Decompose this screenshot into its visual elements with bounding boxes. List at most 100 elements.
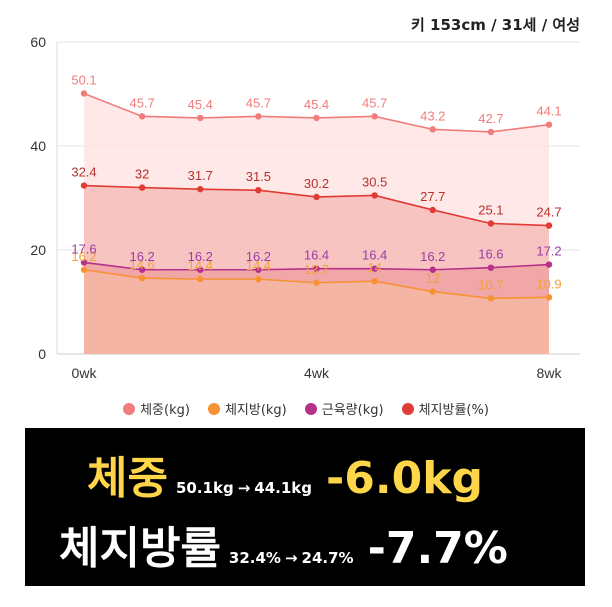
y-tick-label: 60 — [30, 34, 46, 50]
x-tick-label: 0wk — [72, 365, 98, 381]
data-label: 45.4 — [304, 97, 329, 112]
data-point — [313, 193, 320, 201]
data-label: 14.6 — [129, 257, 154, 272]
data-point — [80, 259, 88, 266]
legend-swatch-muscle — [304, 402, 317, 415]
data-label: 31.5 — [246, 169, 271, 184]
data-label: 45.4 — [188, 97, 213, 112]
data-label: 16.2 — [71, 249, 96, 264]
data-label: 16.2 — [129, 249, 154, 264]
data-label: 17.6 — [71, 241, 96, 256]
data-label: 45.7 — [246, 95, 271, 110]
data-label: 16.2 — [420, 249, 445, 264]
data-point — [313, 265, 320, 272]
data-point — [545, 261, 553, 268]
data-point — [487, 264, 495, 271]
data-label: 10.7 — [478, 277, 503, 292]
data-point — [80, 266, 88, 273]
arrow-icon: → — [284, 549, 298, 567]
data-label: 17.2 — [536, 244, 561, 259]
data-point — [255, 113, 262, 120]
data-label: 14.4 — [246, 258, 271, 273]
summary-fat-rate-label: 체지방률 — [59, 523, 221, 574]
legend-label: 근육량(kg) — [321, 403, 384, 418]
y-tick-label: 0 — [38, 346, 46, 362]
summary-weight-change: 50.1kg → 44.1kg — [176, 479, 312, 497]
data-label: 16.4 — [304, 248, 329, 263]
profile-info: 키 153cm / 31세 / 여성 — [411, 16, 580, 34]
summary-panel: 체중 50.1kg → 44.1kg -6.0kg 체지방률 32.4% → 24.7%… — [25, 428, 585, 586]
data-point — [487, 295, 495, 302]
data-label: 32 — [135, 167, 149, 182]
data-point — [255, 187, 262, 194]
summary-fat-rate-delta: -7.7% — [367, 523, 508, 574]
data-point — [197, 275, 204, 283]
data-label: 14 — [367, 260, 381, 275]
data-label: 30.2 — [304, 176, 329, 191]
summary-weight-to: 44.1kg — [254, 479, 313, 497]
data-point — [429, 288, 436, 295]
legend-label: 체중(kg) — [140, 403, 190, 418]
data-label: 45.7 — [362, 95, 387, 110]
summary-weight-delta: -6.0kg — [326, 453, 483, 504]
arrow-icon: → — [237, 479, 251, 497]
y-tick-label: 20 — [30, 242, 46, 258]
summary-fat-rate-change: 32.4% → 24.7% — [229, 549, 354, 567]
summary-fat-rate-to: 24.7% — [301, 549, 354, 567]
data-point — [371, 113, 378, 120]
summary-weight-from: 50.1kg — [175, 479, 234, 497]
data-point — [545, 121, 553, 128]
data-label: 12 — [426, 271, 440, 286]
data-labels: 50.1 45.7 45.4 45.7 45.4 45.7 43.2 42.7 44.1 16.2… — [71, 72, 561, 292]
data-point — [313, 279, 320, 286]
y-tick-label: 40 — [30, 138, 46, 154]
data-point — [80, 90, 88, 97]
data-point — [138, 184, 146, 191]
x-tick-label: 4wk — [304, 365, 330, 381]
summary-fat-rate-from: 32.4% — [228, 549, 281, 567]
data-point — [429, 126, 436, 133]
data-point — [545, 222, 553, 229]
data-point — [313, 114, 320, 122]
data-label: 16.2 — [188, 249, 213, 264]
legend-swatch-weight — [123, 402, 136, 415]
legend-swatch-body-fat — [207, 402, 220, 415]
data-point — [138, 113, 146, 120]
series-lines — [80, 90, 553, 302]
legend-swatch-fat-rate — [401, 402, 414, 415]
data-label: 16.2 — [246, 249, 271, 264]
data-label: 27.7 — [420, 189, 445, 204]
data-point — [138, 266, 146, 273]
series-area — [84, 269, 549, 354]
data-label: 25.1 — [478, 202, 503, 217]
summary-weight: 체중 50.1kg → 44.1kg -6.0kg — [87, 442, 483, 506]
data-label: 45.7 — [129, 95, 154, 110]
data-point — [487, 220, 495, 227]
legend-item-muscle: 근육량(kg) — [304, 399, 384, 418]
legend: 체중(kg) 체지방(kg) 근육량(kg) 체지방률(%) — [0, 399, 612, 418]
data-label: 32.4 — [71, 165, 96, 180]
data-label: 16.6 — [478, 247, 503, 262]
data-point — [197, 266, 204, 273]
data-label: 30.5 — [362, 174, 387, 189]
summary-weight-label: 체중 — [87, 453, 168, 504]
summary-fat-rate: 체지방률 32.4% → 24.7% -7.7% — [59, 512, 508, 576]
data-label: 43.2 — [420, 108, 445, 123]
data-point — [429, 206, 436, 214]
data-label: 44.1 — [536, 104, 561, 119]
data-point — [429, 266, 436, 273]
axis-ticks: 0 20 40 60 0wk 4wk 8wk — [30, 34, 562, 381]
chart: 50.1 45.7 45.4 45.7 45.4 45.7 43.2 42.7 44.1 16.2… — [30, 34, 580, 381]
data-point — [255, 266, 262, 273]
data-point — [371, 265, 378, 272]
legend-item-weight: 체중(kg) — [123, 399, 190, 418]
data-label: 31.7 — [188, 168, 213, 183]
data-label: 16.4 — [362, 248, 387, 263]
data-label: 42.7 — [478, 111, 503, 126]
data-point — [545, 294, 553, 301]
data-label: 50.1 — [71, 72, 96, 87]
data-label: 10.9 — [536, 276, 561, 291]
legend-label: 체지방(kg) — [224, 403, 287, 418]
data-point — [371, 278, 378, 285]
data-point — [80, 182, 88, 189]
